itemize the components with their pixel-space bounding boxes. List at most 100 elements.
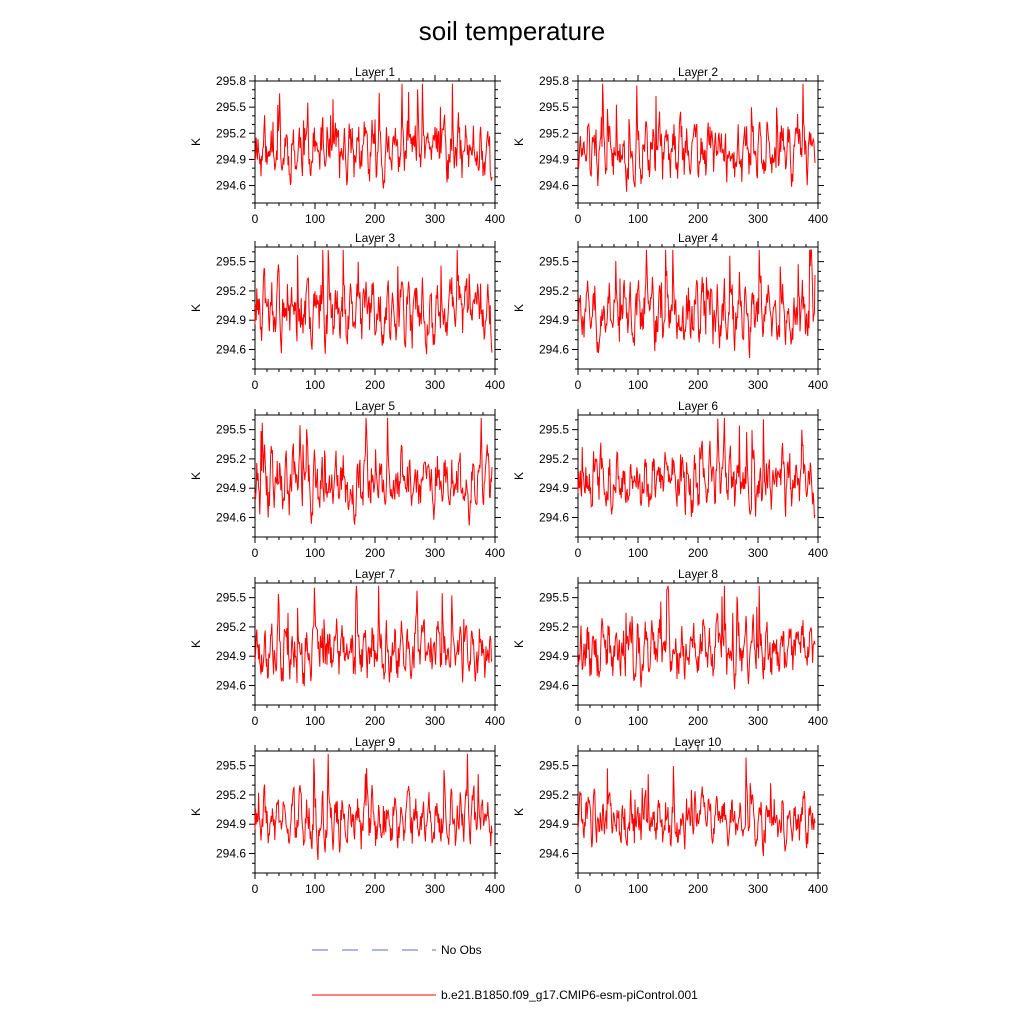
x-tick-label: 0 <box>252 882 259 896</box>
x-tick-label: 400 <box>485 212 505 226</box>
y-tick-label: 294.9 <box>539 152 569 166</box>
y-tick-label: 294.9 <box>216 313 246 327</box>
y-axis-label: K <box>189 304 203 312</box>
x-tick-label: 0 <box>575 882 582 896</box>
x-tick-label: 200 <box>365 378 385 392</box>
y-axis-label: K <box>189 640 203 648</box>
x-tick-label: 100 <box>628 546 648 560</box>
y-axis-label: K <box>512 640 526 648</box>
y-tick-label: 295.5 <box>216 423 246 437</box>
legend-obs-label: No Obs <box>441 943 482 957</box>
x-tick-label: 300 <box>748 378 768 392</box>
x-tick-label: 100 <box>305 212 325 226</box>
y-tick-label: 294.6 <box>539 678 569 692</box>
panel-7: Layer 7 K 294.6 294.9 295.2 295.5 0 100 200 300 40… <box>189 567 505 728</box>
chart-title: soil temperature <box>419 16 605 46</box>
y-tick-label: 294.6 <box>216 678 246 692</box>
y-tick-label: 294.9 <box>216 152 246 166</box>
y-tick-label: 294.6 <box>539 179 569 193</box>
x-tick-label: 0 <box>252 546 259 560</box>
x-tick-label: 100 <box>305 546 325 560</box>
x-tick-label: 0 <box>575 212 582 226</box>
x-tick-label: 400 <box>808 546 828 560</box>
x-tick-label: 400 <box>808 714 828 728</box>
x-tick-label: 100 <box>628 378 648 392</box>
y-tick-label: 294.9 <box>216 481 246 495</box>
series-line <box>254 83 493 189</box>
panel-6: Layer 6 K 294.6 294.9 295.2 295.5 0 100 200 300 40… <box>512 399 828 560</box>
y-tick-label: 295.2 <box>539 620 569 634</box>
x-tick-label: 100 <box>305 882 325 896</box>
x-tick-label: 200 <box>688 882 708 896</box>
panel-title: Layer 6 <box>678 399 718 413</box>
panel-title: Layer 5 <box>355 399 395 413</box>
x-tick-label: 100 <box>628 714 648 728</box>
y-tick-label: 295.5 <box>539 100 569 114</box>
x-tick-label: 0 <box>575 714 582 728</box>
y-axis-label: K <box>189 138 203 146</box>
plot-frame <box>254 246 496 370</box>
series-line <box>254 585 493 687</box>
plot-frame <box>577 80 819 204</box>
y-tick-label: 295.5 <box>216 100 246 114</box>
series-line <box>577 585 816 690</box>
y-axis-label: K <box>189 808 203 816</box>
panel-title: Layer 9 <box>355 735 395 749</box>
series-line <box>577 249 816 359</box>
x-tick-label: 200 <box>688 378 708 392</box>
y-tick-label: 295.2 <box>216 126 246 140</box>
panel-title: Layer 10 <box>675 735 722 749</box>
y-tick-label: 295.8 <box>216 74 246 88</box>
y-tick-label: 294.6 <box>539 846 569 860</box>
series-line <box>254 753 493 860</box>
x-tick-label: 300 <box>748 714 768 728</box>
panel-2: Layer 2 K 294.6 294.9 295.2 295.5 295.8 0 100 200… <box>512 65 828 226</box>
series-line <box>577 83 816 192</box>
y-axis-label: K <box>512 138 526 146</box>
y-tick-label: 294.6 <box>216 179 246 193</box>
panel-1: Layer 1 K 294.6 294.9 295.2 295.5 295.8 0 100 200… <box>189 65 505 226</box>
x-tick-label: 0 <box>575 378 582 392</box>
y-tick-label: 294.6 <box>539 510 569 524</box>
x-tick-label: 300 <box>748 882 768 896</box>
y-tick-label: 295.5 <box>539 591 569 605</box>
y-tick-label: 294.6 <box>216 846 246 860</box>
x-tick-label: 200 <box>688 212 708 226</box>
panel-title: Layer 1 <box>355 65 395 79</box>
plot-frame <box>577 414 819 538</box>
y-tick-label: 295.5 <box>539 759 569 773</box>
panel-4: Layer 4 K 294.6 294.9 295.2 295.5 0 100 200 300 40… <box>512 231 828 392</box>
x-tick-label: 200 <box>688 546 708 560</box>
panels: Layer 1 K 294.6 294.9 295.2 295.5 295.8 0 100 200… <box>189 65 828 896</box>
x-tick-label: 0 <box>575 546 582 560</box>
y-axis-label: K <box>189 472 203 480</box>
y-axis-label: K <box>512 472 526 480</box>
panel-title: Layer 4 <box>678 231 718 245</box>
y-tick-label: 295.2 <box>216 284 246 298</box>
x-tick-label: 400 <box>808 882 828 896</box>
x-tick-label: 300 <box>425 882 445 896</box>
panel-5: Layer 5 K 294.6 294.9 295.2 295.5 0 100 200 300 40… <box>189 399 505 560</box>
y-tick-label: 295.2 <box>216 620 246 634</box>
series-line <box>577 757 816 857</box>
x-tick-label: 300 <box>425 212 445 226</box>
panel-title: Layer 3 <box>355 231 395 245</box>
x-tick-label: 400 <box>808 212 828 226</box>
y-tick-label: 295.8 <box>539 74 569 88</box>
y-axis-label: K <box>512 808 526 816</box>
legend-model-label: b.e21.B1850.f09_g17.CMIP6-esm-piControl.… <box>441 988 698 1002</box>
y-tick-label: 294.9 <box>539 313 569 327</box>
y-tick-label: 295.5 <box>216 255 246 269</box>
y-tick-label: 295.5 <box>216 591 246 605</box>
series-line <box>254 417 493 526</box>
x-tick-label: 300 <box>425 378 445 392</box>
x-tick-label: 0 <box>252 212 259 226</box>
y-tick-label: 294.6 <box>216 342 246 356</box>
x-tick-label: 100 <box>305 378 325 392</box>
legend: No Obs b.e21.B1850.f09_g17.CMIP6-esm-piC… <box>312 943 698 1002</box>
x-tick-label: 200 <box>688 714 708 728</box>
y-tick-label: 294.6 <box>216 510 246 524</box>
panel-title: Layer 7 <box>355 567 395 581</box>
x-tick-label: 200 <box>365 212 385 226</box>
